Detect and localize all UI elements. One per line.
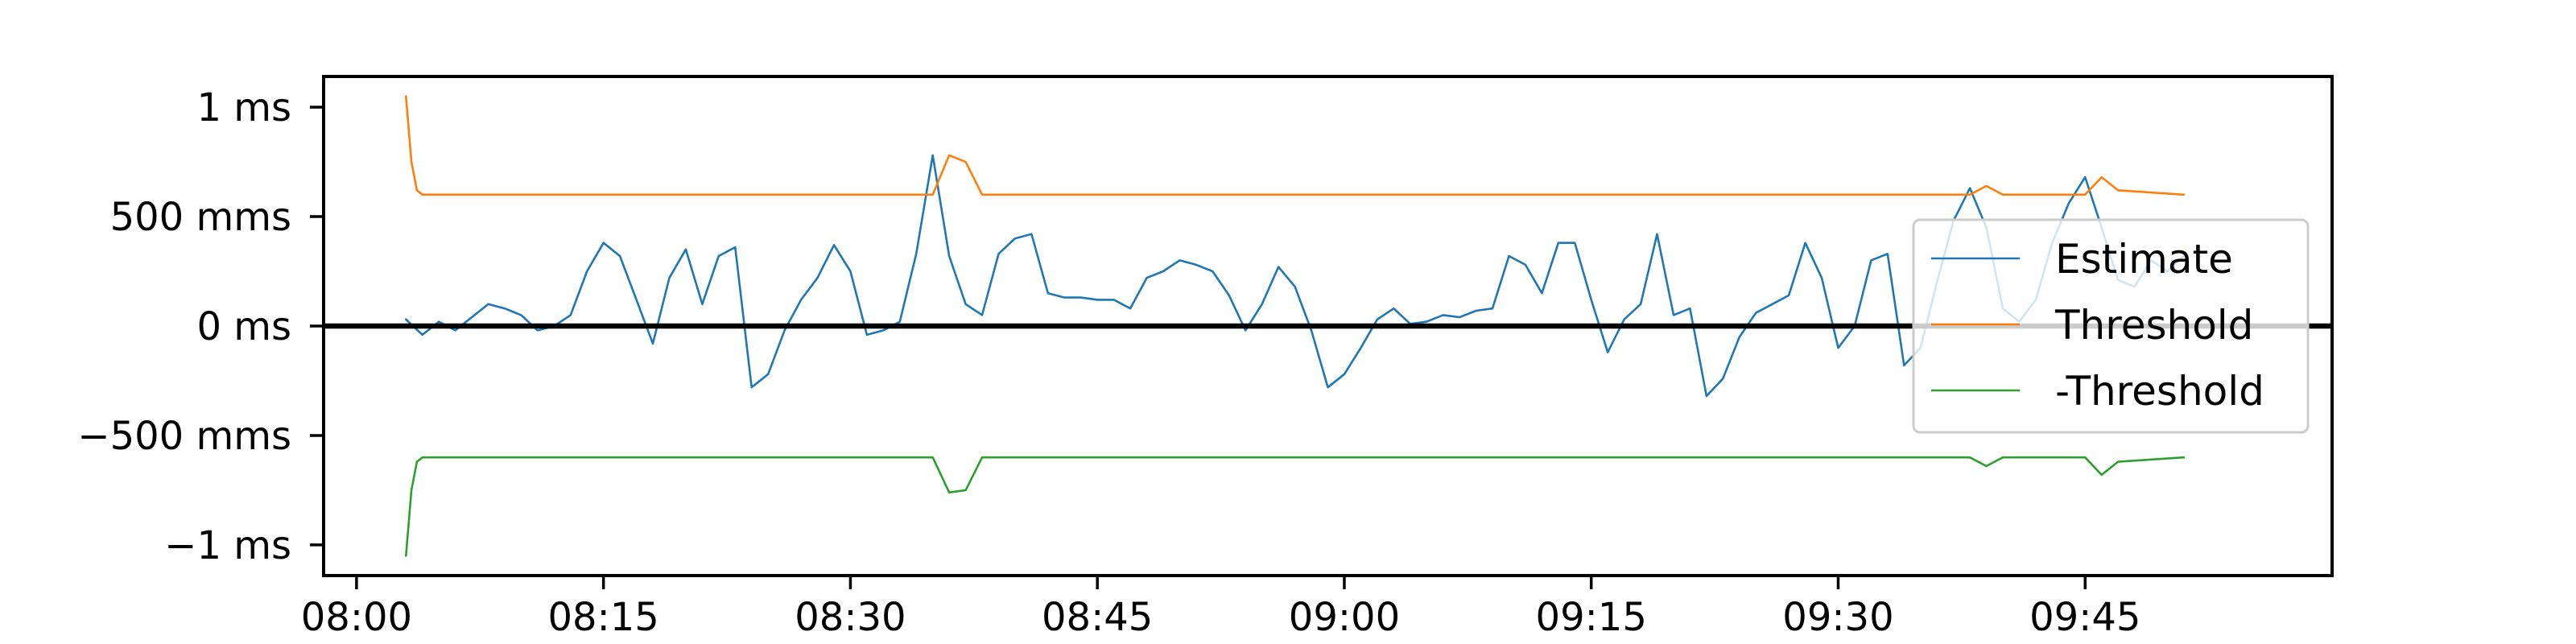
series-line-threshold <box>404 456 2186 557</box>
series-line-threshold <box>404 95 2186 196</box>
y-tick-label: 500 mms <box>110 195 291 240</box>
x-tick-label: 08:15 <box>547 595 658 640</box>
y-axis: 1 ms 500 mms 0 ms −500 mms −1 ms <box>77 85 324 568</box>
x-tick-label: 08:45 <box>1042 595 1153 640</box>
x-tick-label: 09:45 <box>2029 595 2140 640</box>
y-tick-label: 0 ms <box>196 304 291 349</box>
series-group <box>404 95 2186 557</box>
y-tick-label: −500 mms <box>77 414 291 459</box>
x-tick-label: 08:00 <box>301 595 412 640</box>
x-tick-label: 09:30 <box>1782 595 1893 640</box>
x-tick-label: 08:30 <box>795 595 906 640</box>
legend: Estimate Threshold -Threshold <box>1912 218 2310 434</box>
x-tick-label: 09:00 <box>1289 595 1400 640</box>
y-tick-label: −1 ms <box>164 523 291 568</box>
legend-label: Threshold <box>2054 302 2253 349</box>
plot-frame <box>322 75 2334 577</box>
y-tick-label: 1 ms <box>196 85 291 130</box>
legend-label: Estimate <box>2055 236 2233 283</box>
legend-box <box>1912 218 2310 434</box>
x-tick-label: 09:15 <box>1536 595 1647 640</box>
series-line-estimate <box>404 154 2186 398</box>
x-axis: 08:00 08:15 08:30 08:45 09:00 09:15 09:30 09:45 <box>301 576 2140 640</box>
legend-label: -Threshold <box>2055 368 2264 415</box>
